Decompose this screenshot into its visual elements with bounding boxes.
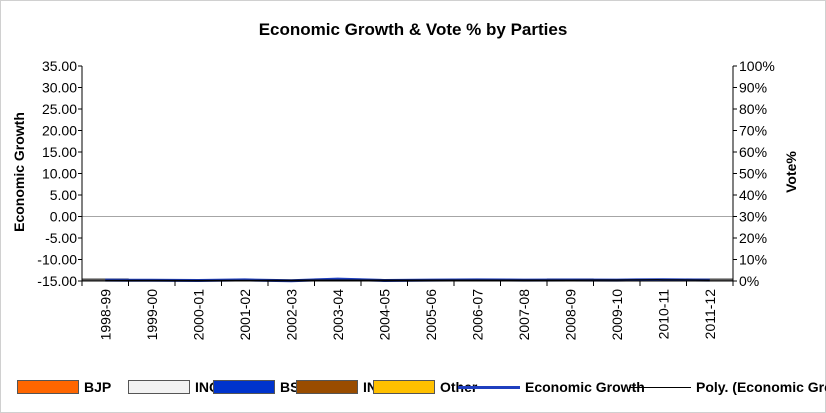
y2-axis-label: Vote% [783,151,799,193]
y2-tick-label: 20% [739,230,767,246]
y-tick-label: 10.00 [42,166,77,182]
y2-tick-label: 10% [739,252,767,268]
x-tick-label: 2006-07 [469,289,485,341]
y-axis-label: Economic Growth [11,112,27,232]
legend-swatch [296,380,358,394]
legend-item-inc: INC [128,376,219,398]
legend-label: Economic Growth [525,379,645,395]
x-tick-label: 2002-03 [283,289,299,341]
legend-swatch [128,380,190,394]
legend-item-bjp: BJP [17,376,111,398]
chart-title: Economic Growth & Vote % by Parties [258,20,568,39]
y-tick-label: -5.00 [45,230,77,246]
y2-tick-label: 40% [739,187,767,203]
x-tick-label: 2001-02 [237,289,253,341]
y-tick-label: -10.00 [37,252,77,268]
x-tick-label: 2000-01 [190,289,206,341]
y2-tick-label: 70% [739,123,767,139]
y-tick-label: 30.00 [42,80,77,96]
x-tick-label: 2008-09 [562,289,578,341]
y2-tick-label: 100% [739,58,775,74]
legend-line-marker [458,385,520,389]
y-tick-label: 15.00 [42,144,77,160]
x-tick-label: 2007-08 [516,289,532,341]
x-tick-label: 2009-10 [609,289,625,341]
y2-tick-label: 90% [739,80,767,96]
y-tick-label: 0.00 [50,209,77,225]
x-tick-label: 2005-06 [423,289,439,341]
x-tick-label: 2010-11 [655,289,671,340]
y2-tick-label: 60% [739,144,767,160]
y2-tick-label: 0% [739,273,759,289]
y2-tick-label: 80% [739,101,767,117]
legend-swatch [373,380,435,394]
x-tick-label: 2003-04 [330,289,346,341]
y-tick-label: 25.00 [42,101,77,117]
y2-tick-label: 50% [739,166,767,182]
legend-swatch [213,380,275,394]
x-tick-label: 1999-00 [144,289,160,341]
legend-swatch [17,380,79,394]
y-tick-label: 20.00 [42,123,77,139]
legend-item-economic-growth: Economic Growth [458,376,645,398]
y-tick-label: 5.00 [50,187,77,203]
y2-tick-label: 30% [739,209,767,225]
x-tick-label: 2004-05 [376,289,392,341]
x-tick-label: 1998-99 [97,289,113,341]
legend-line-marker [629,386,691,388]
y-tick-label: 35.00 [42,58,77,74]
legend-label: Poly. (Economic Growth) [696,379,826,395]
legend-label: BJP [84,379,112,395]
poly-trend-line [105,279,710,281]
x-tick-label: 2011-12 [702,289,718,340]
legend-item-bsp: BSP [213,376,309,398]
legend-item-poly-economic-growth: Poly. (Economic Growth) [629,376,826,398]
y-tick-label: -15.00 [37,273,77,289]
